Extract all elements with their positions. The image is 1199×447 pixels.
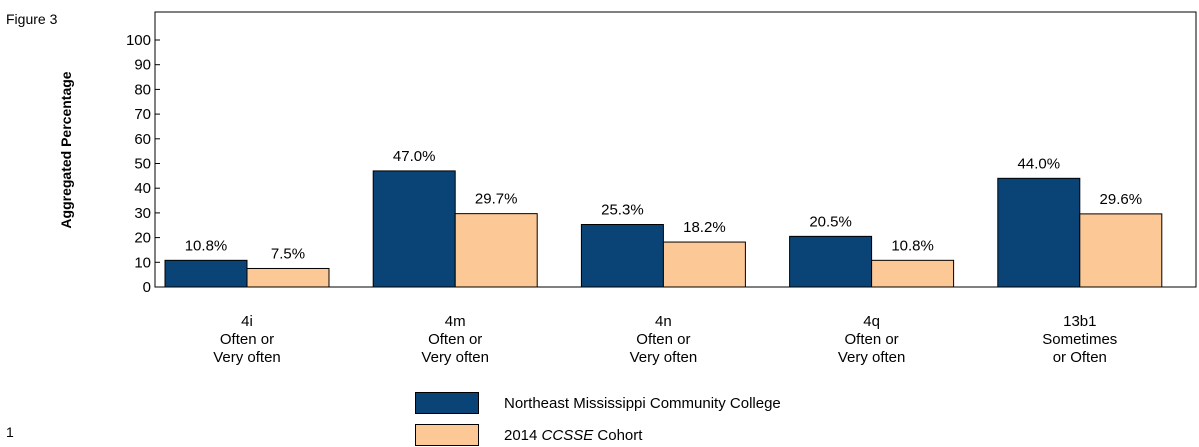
x-tick-label: 4q: [863, 313, 880, 330]
bar: [789, 235, 873, 288]
y-tick-label: 30: [134, 205, 151, 222]
legend-item-series2: 2014 CCSSE Cohort: [415, 424, 642, 446]
x-tick-label: Very often: [630, 349, 698, 366]
bar: [372, 170, 456, 288]
x-tick-label: Often or: [844, 331, 898, 348]
data-label: 29.7%: [475, 191, 518, 208]
x-tick-label: or Often: [1053, 349, 1107, 366]
y-tick-label: 60: [134, 131, 151, 148]
data-label: 10.8%: [185, 237, 228, 254]
x-tick-label: Often or: [428, 331, 482, 348]
bar: [662, 241, 746, 288]
x-tick-label: 4i: [241, 313, 253, 330]
data-label: 7.5%: [271, 245, 305, 262]
legend-label-series2: 2014 CCSSE Cohort: [504, 426, 643, 444]
data-label: 10.8%: [891, 237, 934, 254]
x-tick-label: 4m: [445, 313, 466, 330]
y-tick-label: 40: [134, 180, 151, 197]
bar: [997, 177, 1081, 288]
y-tick-label: 0: [143, 279, 151, 296]
bar: [871, 259, 955, 288]
data-label: 29.6%: [1100, 191, 1143, 208]
y-tick-label: 80: [134, 81, 151, 98]
page-number: 1: [6, 424, 14, 440]
x-tick-label: 13b1: [1063, 313, 1096, 330]
x-tick-label: 4n: [655, 313, 672, 330]
data-label: 25.3%: [601, 202, 644, 219]
x-tick-label: Very often: [213, 349, 281, 366]
figure-label: Figure 3: [6, 11, 58, 27]
bar: [246, 267, 330, 288]
legend-swatch-series2: [415, 424, 479, 446]
legend-label-series1: Northeast Mississippi Community College: [504, 394, 781, 412]
y-tick-label: 50: [134, 156, 151, 173]
x-tick-label: Very often: [421, 349, 489, 366]
bar: [454, 213, 538, 288]
data-label: 44.0%: [1018, 155, 1061, 172]
y-tick-label: 10: [134, 254, 151, 271]
bar: [580, 224, 664, 288]
data-label: 18.2%: [683, 219, 726, 236]
x-tick-label: Often or: [636, 331, 690, 348]
y-tick-label: 20: [134, 230, 151, 247]
legend-swatch-series1: [415, 392, 479, 414]
bar: [164, 259, 248, 288]
x-tick-label: Often or: [220, 331, 274, 348]
y-tick-label: 100: [126, 32, 151, 49]
bar: [1079, 213, 1163, 288]
y-tick-label: 90: [134, 57, 151, 74]
data-label: 20.5%: [809, 213, 852, 230]
y-tick-label: 70: [134, 106, 151, 123]
data-label: 47.0%: [393, 148, 436, 165]
legend-item-series1: Northeast Mississippi Community College: [415, 392, 781, 414]
x-tick-label: Very often: [838, 349, 906, 366]
x-tick-label: Sometimes: [1042, 331, 1117, 348]
y-axis-label: Aggregated Percentage: [58, 71, 74, 228]
